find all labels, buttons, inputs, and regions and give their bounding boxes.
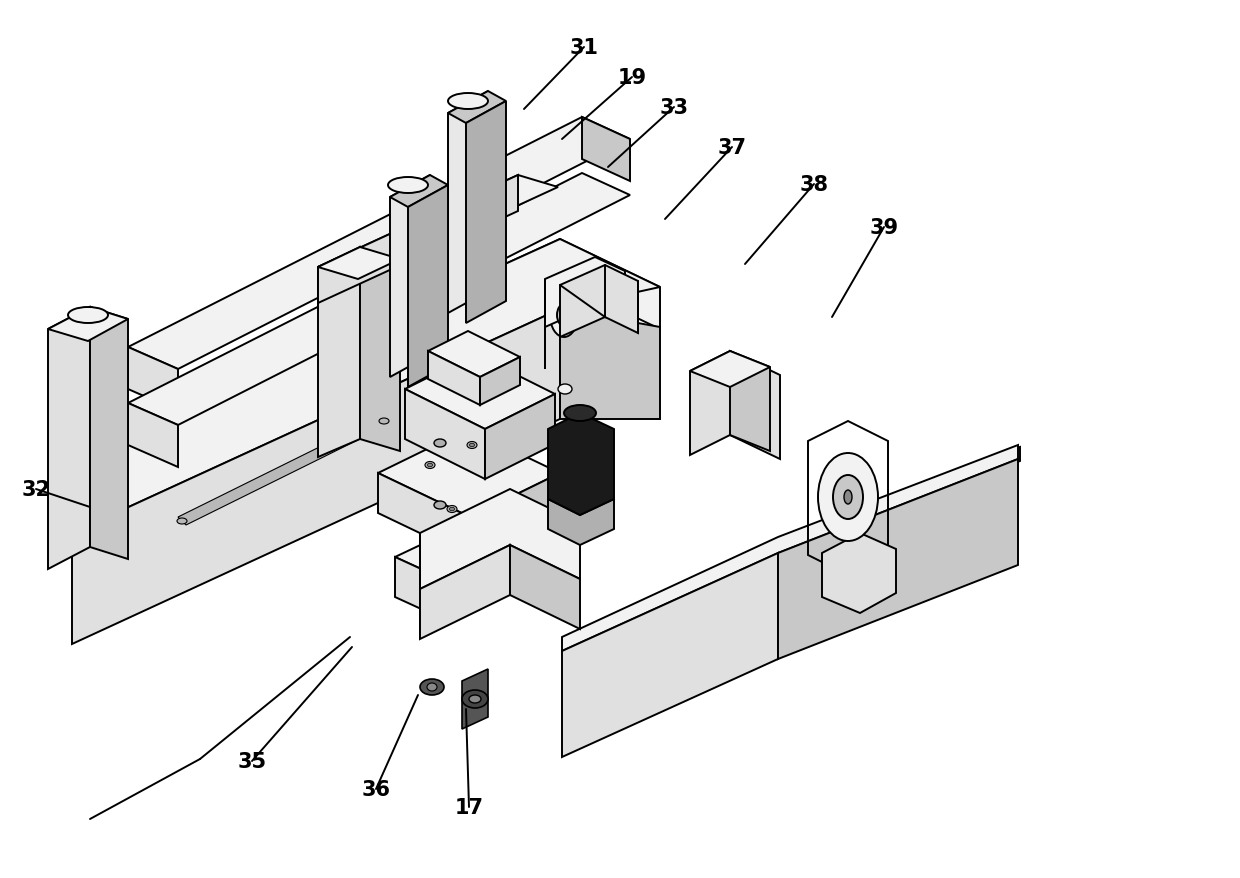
- Polygon shape: [430, 509, 565, 614]
- Polygon shape: [378, 429, 560, 517]
- Ellipse shape: [446, 506, 458, 513]
- Polygon shape: [317, 248, 401, 280]
- Polygon shape: [378, 473, 470, 558]
- Ellipse shape: [428, 464, 433, 467]
- Polygon shape: [485, 394, 556, 479]
- Ellipse shape: [388, 178, 428, 194]
- Polygon shape: [128, 348, 179, 412]
- Polygon shape: [448, 92, 489, 313]
- Polygon shape: [582, 118, 630, 182]
- Text: 37: 37: [718, 138, 746, 158]
- Ellipse shape: [68, 307, 108, 324]
- Ellipse shape: [448, 94, 489, 110]
- Ellipse shape: [557, 305, 570, 327]
- Ellipse shape: [564, 406, 596, 421]
- Text: 31: 31: [570, 38, 599, 58]
- Polygon shape: [546, 258, 625, 327]
- Ellipse shape: [818, 453, 878, 542]
- Polygon shape: [396, 558, 430, 614]
- Polygon shape: [548, 500, 614, 545]
- Polygon shape: [48, 307, 128, 342]
- Text: 38: 38: [800, 175, 830, 195]
- Polygon shape: [470, 473, 560, 558]
- Text: 36: 36: [362, 779, 391, 799]
- Polygon shape: [565, 448, 1021, 654]
- Ellipse shape: [427, 683, 436, 691]
- Polygon shape: [391, 176, 430, 378]
- Polygon shape: [91, 307, 128, 559]
- Polygon shape: [72, 240, 660, 534]
- Text: 33: 33: [660, 97, 689, 118]
- Polygon shape: [420, 545, 510, 639]
- Text: 39: 39: [870, 218, 899, 238]
- Polygon shape: [560, 310, 660, 420]
- Polygon shape: [689, 351, 780, 459]
- Polygon shape: [463, 669, 489, 729]
- Text: 17: 17: [455, 797, 484, 817]
- Ellipse shape: [420, 680, 444, 695]
- Polygon shape: [560, 266, 639, 338]
- Ellipse shape: [467, 442, 477, 449]
- Polygon shape: [562, 445, 1018, 651]
- Text: 19: 19: [618, 68, 647, 88]
- Ellipse shape: [469, 695, 481, 703]
- Polygon shape: [480, 357, 520, 406]
- Ellipse shape: [425, 462, 435, 469]
- Polygon shape: [396, 493, 565, 573]
- Ellipse shape: [379, 419, 389, 425]
- Polygon shape: [317, 248, 360, 457]
- Polygon shape: [128, 174, 630, 426]
- Polygon shape: [466, 102, 506, 324]
- Ellipse shape: [450, 507, 455, 511]
- Ellipse shape: [844, 491, 852, 505]
- Polygon shape: [391, 176, 448, 208]
- Polygon shape: [360, 248, 401, 451]
- Ellipse shape: [434, 440, 446, 448]
- Polygon shape: [565, 448, 1021, 639]
- Polygon shape: [72, 240, 660, 503]
- Polygon shape: [179, 418, 388, 525]
- Ellipse shape: [463, 690, 489, 709]
- Polygon shape: [128, 404, 179, 467]
- Polygon shape: [428, 332, 520, 378]
- Polygon shape: [317, 176, 518, 304]
- Polygon shape: [562, 553, 777, 757]
- Polygon shape: [730, 351, 770, 451]
- Polygon shape: [48, 307, 91, 569]
- Text: 35: 35: [238, 752, 267, 771]
- Polygon shape: [405, 355, 556, 429]
- Polygon shape: [777, 459, 1018, 659]
- Polygon shape: [408, 186, 448, 387]
- Polygon shape: [420, 489, 580, 589]
- Polygon shape: [510, 545, 580, 630]
- Ellipse shape: [434, 501, 446, 509]
- Ellipse shape: [833, 476, 863, 520]
- Polygon shape: [822, 534, 897, 614]
- Polygon shape: [548, 414, 614, 515]
- Ellipse shape: [558, 385, 572, 394]
- Polygon shape: [405, 390, 485, 479]
- Ellipse shape: [177, 518, 187, 524]
- Polygon shape: [689, 351, 770, 387]
- Ellipse shape: [551, 293, 578, 338]
- Polygon shape: [448, 92, 506, 124]
- Polygon shape: [428, 351, 480, 406]
- Polygon shape: [317, 176, 558, 280]
- Polygon shape: [128, 118, 630, 370]
- Polygon shape: [72, 310, 560, 644]
- Ellipse shape: [470, 443, 475, 447]
- Text: 32: 32: [22, 479, 51, 500]
